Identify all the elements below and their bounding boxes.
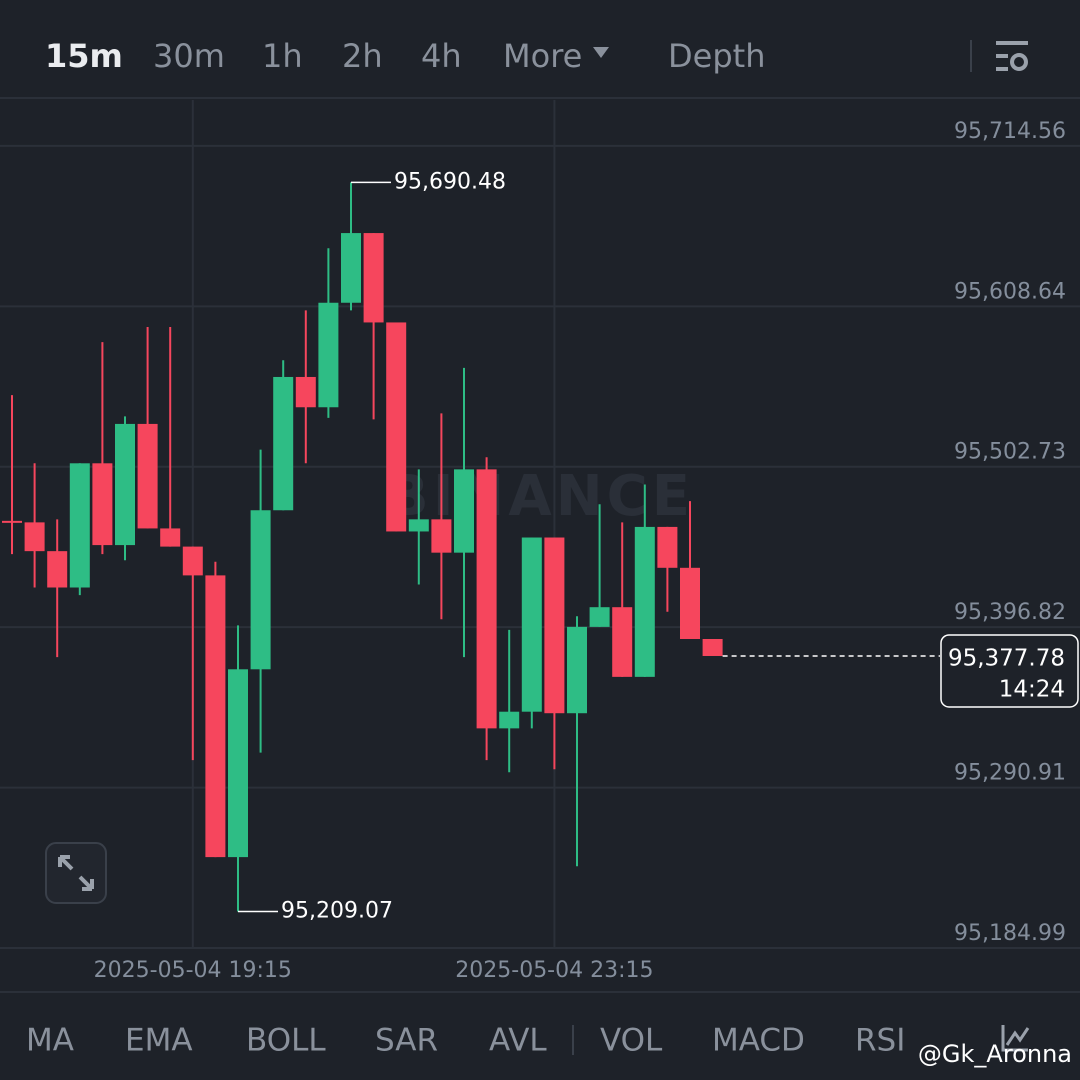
button-frame — [45, 842, 107, 904]
candle-body — [160, 528, 181, 547]
indicator-tab[interactable]: AVL — [489, 1023, 547, 1059]
candle-body — [92, 463, 113, 546]
candle-body — [544, 537, 565, 714]
countdown: 14:24 — [999, 676, 1065, 702]
candle-body — [612, 607, 633, 677]
low-label: 95,209.07 — [281, 899, 393, 924]
last-price-box — [940, 634, 1079, 708]
candle-body — [24, 522, 45, 552]
candle-body — [273, 376, 294, 511]
y-tick-label: 95,290.91 — [954, 761, 1066, 786]
timeframe-tab[interactable]: 2h — [342, 37, 383, 75]
candle-body — [431, 519, 452, 553]
candle-body — [69, 463, 90, 588]
high-label: 95,690.48 — [394, 169, 506, 194]
timeframe-tab[interactable]: 1h — [262, 37, 303, 75]
candle-body — [295, 376, 316, 408]
watermark: BINANCE — [386, 464, 694, 529]
dropdown-arrow — [593, 47, 609, 58]
candle-body — [47, 551, 68, 588]
indicator-tab[interactable]: BOLL — [246, 1023, 326, 1059]
candle-body — [115, 423, 135, 546]
indicator-icon[interactable] — [1001, 1025, 1030, 1052]
y-tick-label: 95,608.64 — [954, 279, 1066, 304]
candle-body — [182, 546, 203, 576]
last-price-label: 95,377.78 — [948, 645, 1065, 671]
expand-button[interactable] — [45, 842, 107, 904]
timeframe-tab[interactable]: More — [503, 37, 582, 75]
candle-body — [476, 469, 497, 729]
candle-body — [454, 469, 474, 553]
indicator-tab[interactable]: MACD — [712, 1023, 805, 1059]
y-tick-label: 95,396.82 — [954, 600, 1066, 625]
indicator-tab[interactable]: SAR — [375, 1023, 438, 1059]
y-tick-label: 95,184.99 — [954, 921, 1066, 946]
candle-body — [363, 233, 384, 323]
candle-body — [408, 519, 429, 532]
icon-stroke — [1010, 53, 1028, 71]
candle-body — [205, 575, 226, 858]
settings-icon[interactable] — [996, 41, 1028, 71]
candle-body — [137, 423, 158, 529]
x-tick-label: 2025-05-04 19:15 — [94, 958, 292, 983]
indicator-tab[interactable]: EMA — [125, 1023, 193, 1059]
candle-body — [521, 537, 542, 712]
candle-body — [680, 567, 700, 639]
candle-body — [589, 607, 610, 627]
expand-icon — [58, 855, 94, 891]
candle-body — [499, 711, 520, 729]
y-tick-label: 95,714.56 — [954, 119, 1066, 144]
indicator-tab[interactable]: VOL — [600, 1023, 663, 1059]
timeframe-tab[interactable]: Depth — [668, 37, 765, 75]
candle-body — [250, 510, 271, 670]
credit: @Gk_Aronna — [918, 1040, 1072, 1068]
timeframe-tab[interactable]: 30m — [153, 37, 225, 75]
candle-body — [702, 638, 723, 656]
candle-body — [2, 520, 22, 523]
candle-body — [657, 526, 678, 568]
indicator-tab[interactable]: RSI — [855, 1023, 905, 1059]
x-tick-label: 2025-05-04 23:15 — [455, 958, 653, 983]
timeframe-tab[interactable]: 15m — [45, 37, 123, 75]
candle-body — [386, 322, 407, 532]
candle-body — [634, 526, 655, 677]
candle-body — [341, 233, 361, 303]
y-tick-label: 95,502.73 — [954, 440, 1066, 465]
indicator-tab[interactable]: MA — [26, 1023, 74, 1059]
candle-body — [567, 626, 587, 714]
candle-body — [228, 669, 248, 858]
timeframe-tab[interactable]: 4h — [421, 37, 462, 75]
candle-body — [318, 302, 339, 408]
